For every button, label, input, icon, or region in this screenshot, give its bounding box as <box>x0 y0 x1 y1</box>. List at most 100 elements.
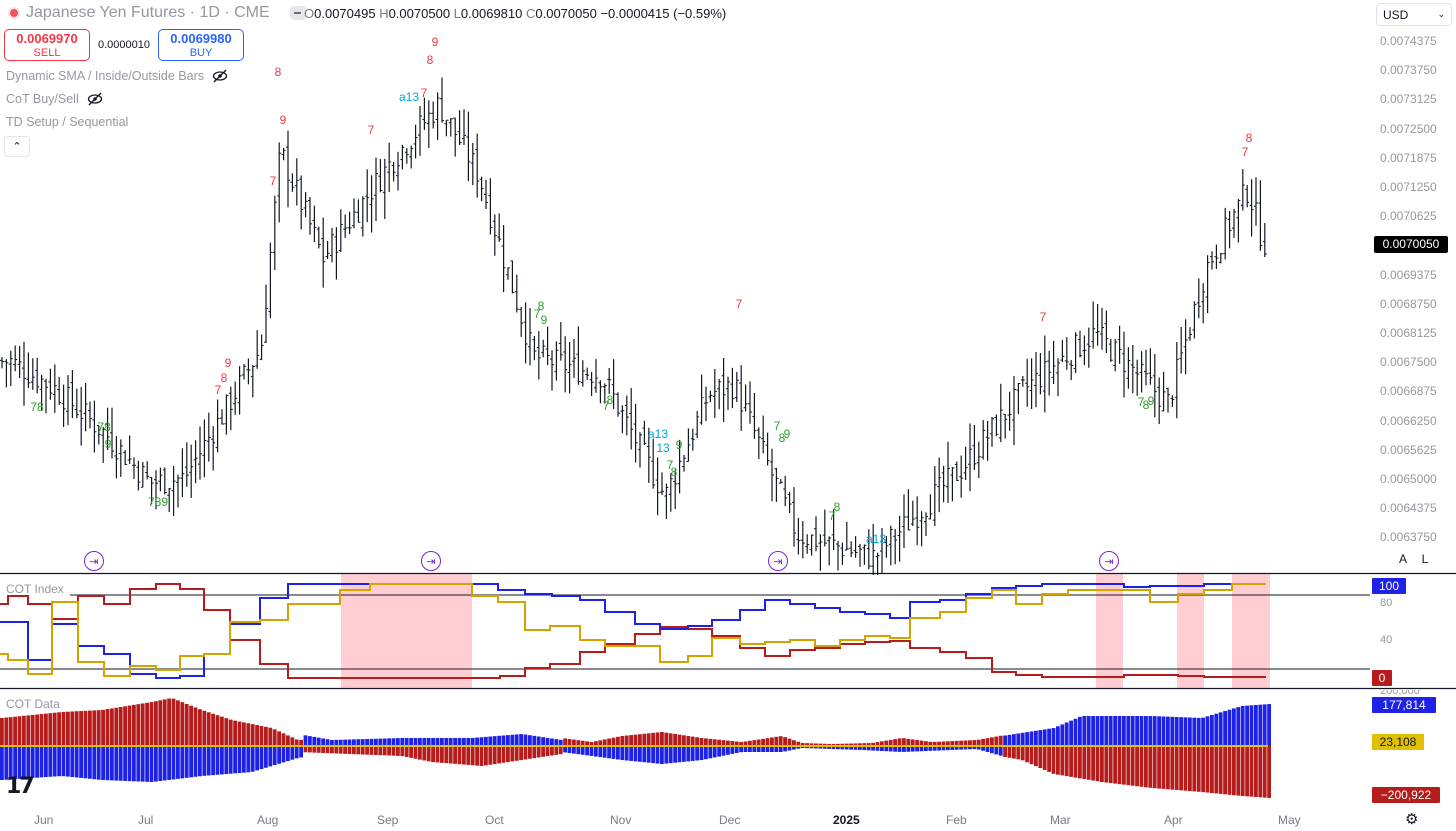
cot-data-pane[interactable] <box>0 690 1370 800</box>
large-spec-bar <box>1183 717 1188 746</box>
large-spec-bar <box>1205 716 1210 746</box>
event-marker-icon[interactable]: ⇥ <box>421 551 441 571</box>
large-spec-bar <box>638 746 642 762</box>
td-sequential-label: 9 <box>225 356 232 370</box>
collapse-indicators-button[interactable]: ⌃ <box>4 136 30 157</box>
ohlc-bar <box>1157 377 1162 425</box>
event-marker-icon[interactable]: ⇥ <box>84 551 104 571</box>
commercials-bar <box>250 724 255 746</box>
commercials-bar <box>875 742 880 746</box>
price-axis-tick: 0.0065625 <box>1380 442 1437 457</box>
commercials-bar <box>1148 746 1153 788</box>
settings-icon[interactable]: ⚙ <box>1405 811 1419 828</box>
ohlc-readout: O0.0070495 H0.0070500 L0.0069810 C0.0070… <box>304 6 726 21</box>
large-spec-bar <box>1144 716 1148 746</box>
large-spec-bar <box>796 746 801 749</box>
log-scale-button[interactable]: L <box>1421 552 1429 566</box>
commercials-bar <box>998 735 1003 746</box>
large-spec-bar <box>1069 720 1073 746</box>
ohlc-bar <box>897 515 902 562</box>
commercials-bar <box>598 740 603 746</box>
large-spec-bar <box>140 746 145 782</box>
ohlc-bar <box>453 117 458 157</box>
event-marker-icon[interactable]: ⇥ <box>768 551 788 571</box>
event-marker-icon[interactable]: ⇥ <box>1099 551 1119 571</box>
commercials-bar <box>990 737 994 746</box>
large-spec-bar <box>853 746 858 750</box>
commercials-bar <box>1095 746 1100 782</box>
commercials-bar <box>985 738 990 746</box>
indicator-td-sequential[interactable]: TD Setup / Sequential <box>6 115 128 129</box>
tradingview-logo[interactable]: 17 <box>6 774 35 799</box>
ohlc-bar <box>655 457 660 516</box>
large-spec-bar <box>1214 713 1219 746</box>
large-spec-bar <box>1218 712 1223 746</box>
buy-price: 0.0069980 <box>170 31 232 46</box>
price-axis-tick: 0.0071250 <box>1380 180 1437 194</box>
commercials-bar <box>290 737 295 746</box>
ohlc-bar <box>413 124 418 159</box>
eye-off-icon[interactable] <box>212 69 228 83</box>
td-sequential-label: 8 <box>427 53 434 67</box>
commercials-bar <box>44 713 48 746</box>
collapse-legend-button[interactable] <box>289 6 306 20</box>
large-spec-bar <box>127 746 132 782</box>
eye-off-icon[interactable] <box>87 92 103 106</box>
large-spec-bar <box>888 746 893 752</box>
ohlc-bar <box>629 388 634 450</box>
ohlc-bar <box>242 363 246 380</box>
commercials-bar <box>70 711 75 746</box>
large-spec-bar <box>228 746 233 774</box>
auto-scale-button[interactable]: A <box>1398 552 1407 566</box>
large-spec-bar <box>378 738 383 746</box>
commercials-bar <box>448 746 453 764</box>
currency-select[interactable]: USD ⌄ <box>1376 3 1452 26</box>
commercials-bar <box>1262 746 1267 798</box>
large-spec-bar <box>30 746 35 778</box>
large-spec-bar <box>343 739 347 746</box>
open-label: O <box>304 6 315 21</box>
ohlc-bar <box>316 226 321 249</box>
large-spec-bar <box>563 746 567 753</box>
ohlc-bar <box>1254 177 1258 226</box>
large-spec-bar <box>576 746 581 755</box>
large-spec-bar <box>484 736 488 746</box>
time-axis-label: Mar <box>1050 813 1071 827</box>
ohlc-bar <box>602 383 607 404</box>
ohlc-bar <box>281 147 286 161</box>
large-spec-bar <box>682 746 686 762</box>
commercials-bar <box>844 743 849 746</box>
large-spec-bar <box>1126 716 1131 746</box>
ohlc-bar <box>396 151 400 191</box>
ohlc-bar <box>1201 283 1206 324</box>
ohlc-bar <box>176 474 180 508</box>
large-spec-bar <box>145 746 149 782</box>
ohlc-bar <box>448 118 453 137</box>
large-spec-bar <box>915 746 919 752</box>
large-spec-bar <box>998 746 1003 756</box>
commercials-bar <box>96 710 101 746</box>
sell-button[interactable]: 0.0069970 SELL <box>4 29 90 61</box>
ohlc-bar <box>954 461 959 481</box>
commercials-bar <box>1003 746 1007 758</box>
ohlc-bar <box>246 358 251 385</box>
indicator-dynamic-sma[interactable]: Dynamic SMA / Inside/Outside Bars <box>6 69 228 83</box>
cot-index-pane[interactable] <box>0 574 1370 688</box>
large-spec-bar <box>1254 705 1258 746</box>
commercials-bar <box>501 746 506 763</box>
commercials-bar <box>673 733 677 746</box>
large-spec-bar <box>871 746 875 751</box>
high-label: H <box>379 6 389 21</box>
commercials-bar <box>840 743 845 746</box>
ohlc-bar <box>607 367 612 394</box>
ohlc-bar <box>990 416 994 447</box>
ohlc-bar <box>514 274 519 313</box>
indicator-cot-buy-sell[interactable]: CoT Buy/Sell <box>6 92 103 106</box>
ohlc-bar <box>638 432 642 468</box>
symbol-title[interactable]: Japanese Yen Futures · 1D · CME <box>8 4 306 22</box>
commercials-bar <box>4 717 9 746</box>
time-axis-label: Feb <box>946 813 967 827</box>
commercials-bar <box>602 739 607 746</box>
buy-button[interactable]: 0.0069980 BUY <box>158 29 244 61</box>
